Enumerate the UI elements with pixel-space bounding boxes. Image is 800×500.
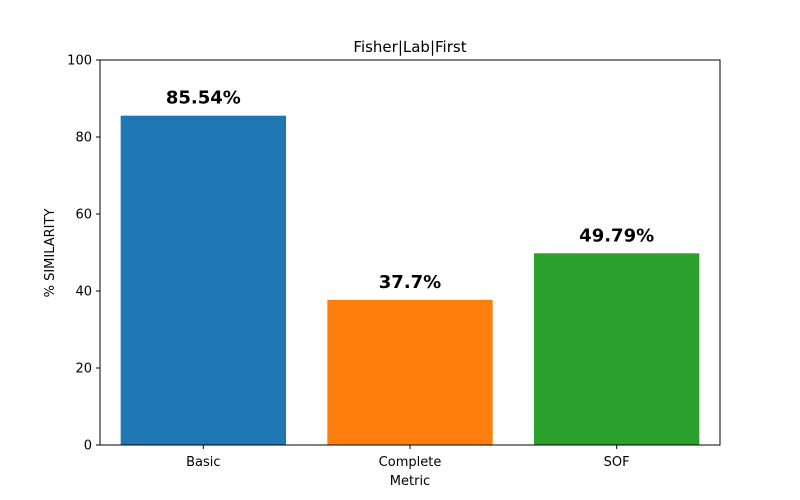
y-tick-label: 20 <box>75 362 92 377</box>
plot-frame <box>99 59 721 446</box>
data-label-sof: 49.79% <box>579 225 654 246</box>
y-axis: 0 20 40 60 80 100 <box>67 54 100 454</box>
bar-sof <box>534 253 700 445</box>
data-label-basic: 85.54% <box>166 88 241 109</box>
x-tick-label: SOF <box>604 455 630 470</box>
x-axis: Basic Complete SOF <box>186 445 630 470</box>
x-tick-label: Basic <box>186 455 220 470</box>
y-tick-label: 100 <box>67 54 92 69</box>
x-axis-label: Metric <box>390 474 430 489</box>
bar-complete <box>327 299 493 445</box>
y-tick-label: 40 <box>75 285 92 300</box>
bar-basic <box>120 115 287 446</box>
data-label-complete: 37.7% <box>379 272 441 293</box>
y-tick-label: 0 <box>84 439 92 454</box>
x-tick-label: Complete <box>379 455 442 470</box>
data-labels-layer: 85.54% 37.7% 49.79% <box>166 88 654 293</box>
bars-layer <box>120 115 700 446</box>
y-axis-label: % SIMILARITY <box>43 209 58 298</box>
y-tick-label: 60 <box>75 208 92 223</box>
y-tick-label: 80 <box>75 131 92 146</box>
chart-title: Fisher|Lab|First <box>353 38 466 56</box>
